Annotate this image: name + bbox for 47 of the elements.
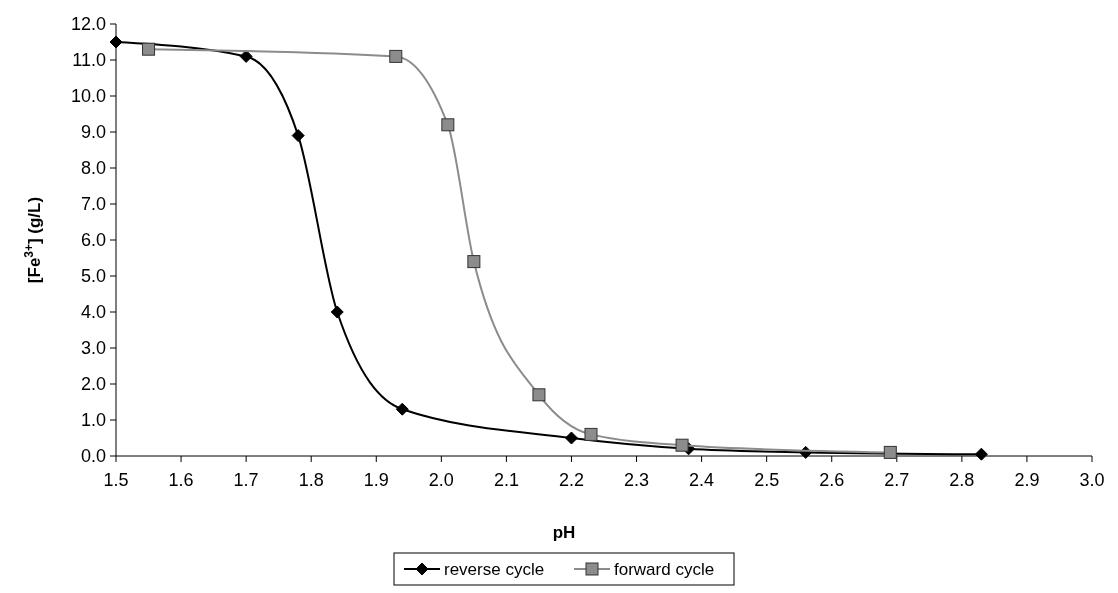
point	[395, 402, 409, 416]
x-tick-label: 1.5	[103, 470, 129, 490]
y-tick-label: 7.0	[80, 194, 106, 215]
x-tick-label: 2.0	[428, 470, 454, 490]
y-tick-label: 6.0	[80, 230, 106, 251]
x-tick-label: 2.2	[558, 470, 584, 490]
y-tick-label: 9.0	[80, 122, 106, 143]
y-tick-label: 3.0	[80, 338, 106, 359]
y-tick-label: 1.0	[80, 410, 106, 431]
y-tick-label: 10.0	[70, 86, 106, 107]
x-tick-label: 1.6	[168, 470, 194, 490]
point	[675, 438, 689, 452]
y-tick-label: 2.0	[80, 374, 106, 395]
x-tick-label: 1.8	[298, 470, 324, 490]
point	[109, 35, 123, 49]
point	[330, 305, 344, 319]
point	[467, 255, 481, 269]
x-tick-label: 2.6	[819, 470, 845, 490]
x-tick-label: 2.7	[884, 470, 910, 490]
y-tick-label: 8.0	[80, 158, 106, 179]
point	[389, 49, 403, 63]
point	[532, 388, 546, 402]
x-axis-title: pH	[552, 523, 576, 542]
x-tick-label: 2.8	[949, 470, 975, 490]
x-tick-label: 3.0	[1079, 470, 1105, 490]
y-tick-label: 12.0	[70, 14, 106, 35]
y-tick-label: 5.0	[80, 266, 106, 287]
x-tick-label: 2.1	[493, 470, 519, 490]
y-tick-label: 0.0	[80, 446, 106, 467]
legend-label: reverse cycle	[444, 559, 545, 579]
y-tick-label: 11.0	[72, 50, 106, 71]
x-tick-label: 2.4	[689, 470, 715, 490]
x-tick-label: 2.3	[624, 470, 650, 490]
y-tick-label: 4.0	[80, 302, 106, 323]
legend-label: forward cycle	[614, 559, 715, 579]
point	[291, 129, 305, 143]
point	[142, 42, 156, 56]
point	[564, 431, 578, 445]
point	[441, 118, 455, 132]
point	[974, 447, 988, 461]
x-tick-label: 2.5	[754, 470, 780, 490]
point	[239, 49, 253, 63]
x-tick-label: 2.9	[1014, 470, 1040, 490]
point	[584, 427, 598, 441]
x-tick-label: 1.9	[363, 470, 389, 490]
x-tick-label: 1.7	[233, 470, 259, 490]
point	[883, 445, 897, 459]
